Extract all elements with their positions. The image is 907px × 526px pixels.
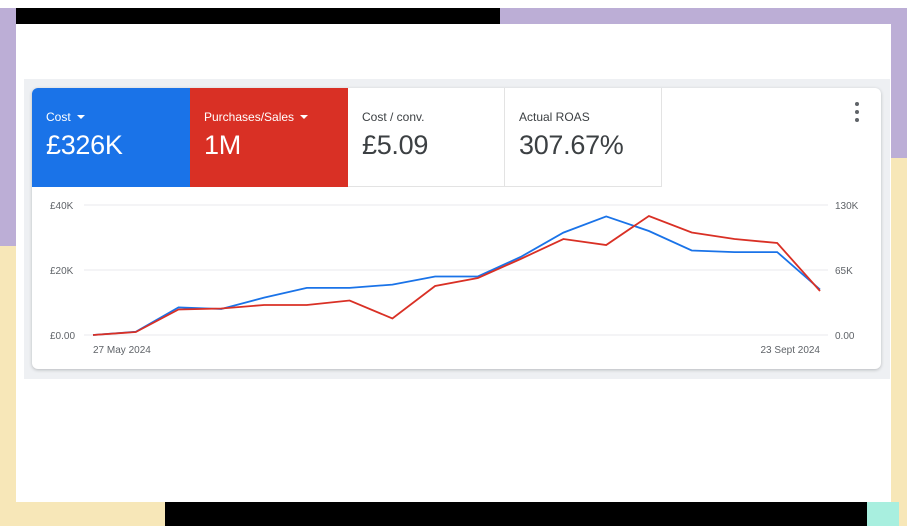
decor-bar-left-yellow	[0, 246, 16, 526]
metric-value-cost: £326K	[46, 130, 123, 160]
metric-value-cost-per-conv: £5.09	[362, 130, 429, 160]
metric-tile-roas[interactable]: Actual ROAS 307.67%	[505, 88, 662, 187]
metric-tile-cost[interactable]: Cost £326K	[32, 88, 190, 187]
chart-gridlines	[84, 204, 828, 336]
more-vert-icon[interactable]	[853, 102, 861, 122]
metric-label-cost-per-conv: Cost / conv.	[362, 110, 425, 124]
right-axis-tick: 0.00	[835, 331, 855, 342]
metric-label-roas: Actual ROAS	[519, 110, 590, 124]
decor-bar-bottom-mint	[867, 502, 899, 526]
left-axis-tick: £20K	[50, 266, 74, 277]
metric-value-purchases: 1M	[204, 130, 241, 160]
x-axis-end-label: 23 Sept 2024	[761, 345, 821, 356]
metric-tile-cost-per-conv[interactable]: Cost / conv. £5.09	[348, 88, 505, 187]
decor-bar-top-purple	[500, 8, 907, 24]
decor-bar-bottom-yellow	[16, 502, 165, 526]
left-axis-tick: £40K	[50, 201, 74, 212]
x-axis-start-label: 27 May 2024	[93, 345, 151, 356]
decor-bar-right-purple	[891, 24, 907, 158]
decor-bar-left-purple	[0, 8, 16, 246]
right-axis-tick: 130K	[835, 201, 859, 212]
left-axis-tick: £0.00	[50, 331, 75, 342]
purchases-series-line[interactable]	[92, 214, 821, 336]
performance-line-chart: £40K £20K £0.00 130K 65K 0.00 27 May 202…	[50, 201, 859, 356]
right-axis-tick: 65K	[835, 266, 853, 277]
decor-bar-bottom-black	[165, 502, 867, 526]
metric-label-purchases: Purchases/Sales	[204, 110, 295, 124]
decor-bar-top-black	[16, 8, 500, 24]
metric-value-roas: 307.67%	[519, 130, 624, 160]
performance-card: Cost £326K Purchases/Sales 1M Cost / con…	[32, 88, 881, 369]
caret-down-icon[interactable]	[76, 115, 85, 119]
metric-label-cost: Cost	[46, 110, 71, 124]
cost-series-line[interactable]	[92, 215, 821, 336]
metric-tiles: Cost £326K Purchases/Sales 1M Cost / con…	[32, 88, 662, 187]
caret-down-icon[interactable]	[300, 115, 309, 119]
decor-bar-right-yellow	[891, 158, 907, 526]
metric-tile-purchases[interactable]: Purchases/Sales 1M	[190, 88, 348, 187]
